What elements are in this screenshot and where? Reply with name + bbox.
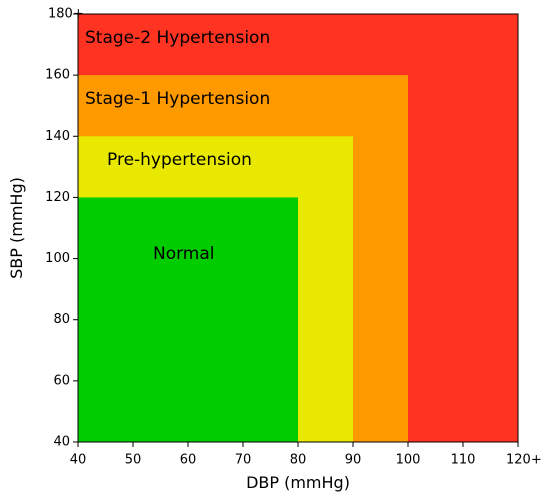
region: [78, 197, 298, 442]
x-tick-label: 90: [345, 453, 362, 468]
region-label: Stage-1 Hypertension: [85, 89, 270, 109]
y-axis-label: SBP (mmHg): [7, 177, 26, 279]
x-tick-label: 60: [180, 453, 197, 468]
y-tick-label: 120: [45, 190, 70, 205]
x-tick-label: 80: [290, 453, 307, 468]
region-label: Normal: [153, 244, 215, 264]
y-tick-label: 180+: [48, 7, 84, 22]
x-tick-label: 40: [70, 453, 87, 468]
x-tick-label: 120+: [506, 453, 542, 468]
region-label: Pre-hypertension: [107, 150, 252, 170]
x-axis-label: DBP (mmHg): [246, 473, 350, 492]
y-tick-label: 140: [45, 129, 70, 144]
y-tick-label: 40: [53, 435, 70, 450]
x-tick-label: 70: [235, 453, 252, 468]
x-tick-label: 50: [125, 453, 142, 468]
y-tick-label: 100: [45, 251, 70, 266]
y-tick-label: 160: [45, 68, 70, 83]
x-tick-label: 100: [396, 453, 421, 468]
y-tick-label: 60: [53, 373, 70, 388]
x-tick-label: 110: [451, 453, 476, 468]
y-tick-label: 80: [53, 312, 70, 327]
region-label: Stage-2 Hypertension: [85, 28, 270, 48]
